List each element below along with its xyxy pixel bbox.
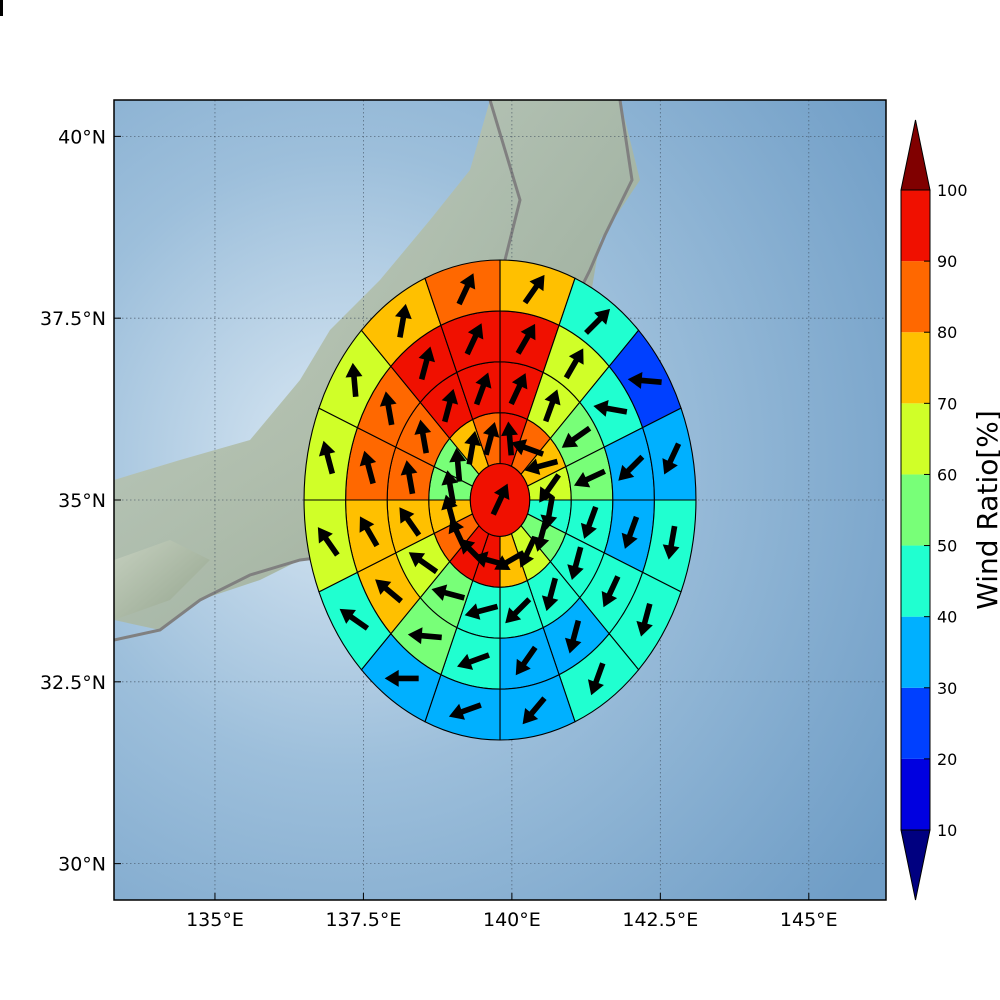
arrow-r3-s0 xyxy=(515,323,536,355)
arrow-r3-s2 xyxy=(593,400,628,417)
arrow-r1-s13 xyxy=(449,447,467,482)
arrow-r4-s15 xyxy=(456,273,476,306)
y-tick-label-1: 32.5°N xyxy=(40,672,106,694)
arrow-center xyxy=(490,483,510,516)
colorbar-tick-label-0: 10 xyxy=(937,821,957,840)
colorbar-tick-label-3: 40 xyxy=(937,608,957,627)
arrow-r4-s5 xyxy=(636,603,653,637)
arrow-r1-s6 xyxy=(518,535,538,568)
arrow-r4-s1 xyxy=(584,308,611,335)
arrow-r3-s12 xyxy=(359,450,377,485)
arrow-r2-s4 xyxy=(580,505,599,539)
arrow-r2-s9 xyxy=(431,584,466,601)
arrow-r2-s5 xyxy=(567,546,584,581)
arrow-r3-s5 xyxy=(601,575,621,608)
arrow-r3-s10 xyxy=(375,579,403,604)
arrow-r2-s2 xyxy=(561,425,592,448)
arrow-r1-s12 xyxy=(441,470,459,505)
x-tick-label-2: 140°E xyxy=(483,909,541,931)
y-tick-label-2: 35°N xyxy=(58,490,106,512)
colorbar-level-2 xyxy=(901,616,930,688)
x-tick-label-1: 137.5°E xyxy=(325,909,401,931)
arrow-r4-s14 xyxy=(394,303,412,338)
arrow-r3-s6 xyxy=(564,619,582,654)
colorbar-level-4 xyxy=(901,474,930,546)
arrow-r3-s9 xyxy=(407,627,442,645)
arrow-r2-s6 xyxy=(541,577,559,612)
x-tick-label-4: 145°E xyxy=(780,909,838,931)
colorbar-frame xyxy=(900,189,931,831)
arrow-r1-s0 xyxy=(501,421,518,456)
arrow-r2-s8 xyxy=(464,603,499,620)
arrow-r1-s2 xyxy=(524,458,559,475)
colorbar-level-1 xyxy=(901,687,930,759)
arrow-r3-s8 xyxy=(457,652,490,670)
arrow-r4-s10 xyxy=(339,608,370,631)
colorbar-tick-label-5: 60 xyxy=(937,465,957,484)
colorbar-over-extension xyxy=(900,119,931,191)
colorbar-level-5 xyxy=(901,403,930,475)
arrow-r3-s1 xyxy=(563,348,584,380)
arrow-r2-s3 xyxy=(573,468,606,488)
x-tick-label-0: 135°E xyxy=(186,909,244,931)
arrow-r4-s8 xyxy=(448,702,482,720)
arrow-r4-s13 xyxy=(345,362,363,397)
colorbar-level-0 xyxy=(901,758,930,830)
arrow-r4-s3 xyxy=(662,442,682,475)
colorbar-level-7 xyxy=(901,261,930,333)
colorbar-level-8 xyxy=(901,190,930,262)
arrow-r4-s4 xyxy=(662,525,680,560)
colorbar-tick-label-1: 20 xyxy=(937,750,957,769)
colorbar-tick-label-8: 90 xyxy=(937,252,957,271)
arrow-r3-s15 xyxy=(464,323,484,356)
arrow-r4-s0 xyxy=(522,274,545,305)
arrow-r2-s10 xyxy=(408,552,439,575)
arrow-r3-s7 xyxy=(515,645,538,676)
arrow-r2-s1 xyxy=(543,389,561,423)
y-axis-ticks: 30°N 32.5°N 35°N 37.5°N 40°N xyxy=(40,126,121,876)
arrow-r2-s11 xyxy=(399,507,422,537)
arrow-r1-s15 xyxy=(482,421,500,456)
colorbar-level-3 xyxy=(901,545,930,617)
x-axis-ticks: 135°E 137.5°E 140°E 142.5°E 145°E xyxy=(186,893,838,931)
arrow-r2-s13 xyxy=(414,419,432,454)
arrow-r1-s14 xyxy=(464,430,482,465)
arrow-r3-s13 xyxy=(379,391,397,426)
arrow-r1-s5 xyxy=(532,518,550,552)
land-shikoku xyxy=(114,540,210,620)
arrow-r2-s0 xyxy=(508,373,528,406)
y-tick-label-3: 37.5°N xyxy=(40,308,106,330)
colorbar-tick-label-6: 70 xyxy=(937,394,957,413)
colorbar-tick-label-4: 50 xyxy=(937,537,957,556)
arrow-r4-s2 xyxy=(627,371,662,389)
colorbar-tick-label-7: 80 xyxy=(937,323,957,342)
arrow-r2-s14 xyxy=(441,388,459,423)
arrow-r2-s15 xyxy=(473,372,492,406)
arrow-r5-s15 xyxy=(0,0,3,16)
arrow-r4-s12 xyxy=(318,440,336,475)
arrow-r4-s7 xyxy=(522,696,547,725)
colorbar-tick-label-9: 100 xyxy=(937,181,968,200)
x-tick-label-3: 142.5°E xyxy=(622,909,698,931)
arrow-r1-s3 xyxy=(539,473,561,503)
arrow-r3-s11 xyxy=(359,516,380,548)
arrow-r2-s12 xyxy=(400,460,418,495)
arrow-r3-s14 xyxy=(418,346,436,381)
colorbar-tick-label-2: 30 xyxy=(937,679,957,698)
colorbar: 10 20 30 40 50 60 70 80 90 100 xyxy=(900,119,968,901)
arrow-r1-s1 xyxy=(511,439,545,457)
arrow-r3-s3 xyxy=(618,454,645,481)
colorbar-under-extension xyxy=(900,829,931,901)
y-tick-label-0: 30°N xyxy=(58,854,106,876)
arrow-r3-s4 xyxy=(621,515,640,549)
arrow-r4-s6 xyxy=(587,662,606,696)
arrow-r4-s9 xyxy=(384,669,419,687)
arrow-r2-s7 xyxy=(505,597,532,624)
colorbar-title: Wind Ratio[%] xyxy=(971,410,1000,610)
y-tick-label-4: 40°N xyxy=(58,126,106,148)
wind-direction-arrows xyxy=(0,0,682,725)
colorbar-level-6 xyxy=(901,332,930,404)
arrow-r4-s11 xyxy=(317,527,340,557)
